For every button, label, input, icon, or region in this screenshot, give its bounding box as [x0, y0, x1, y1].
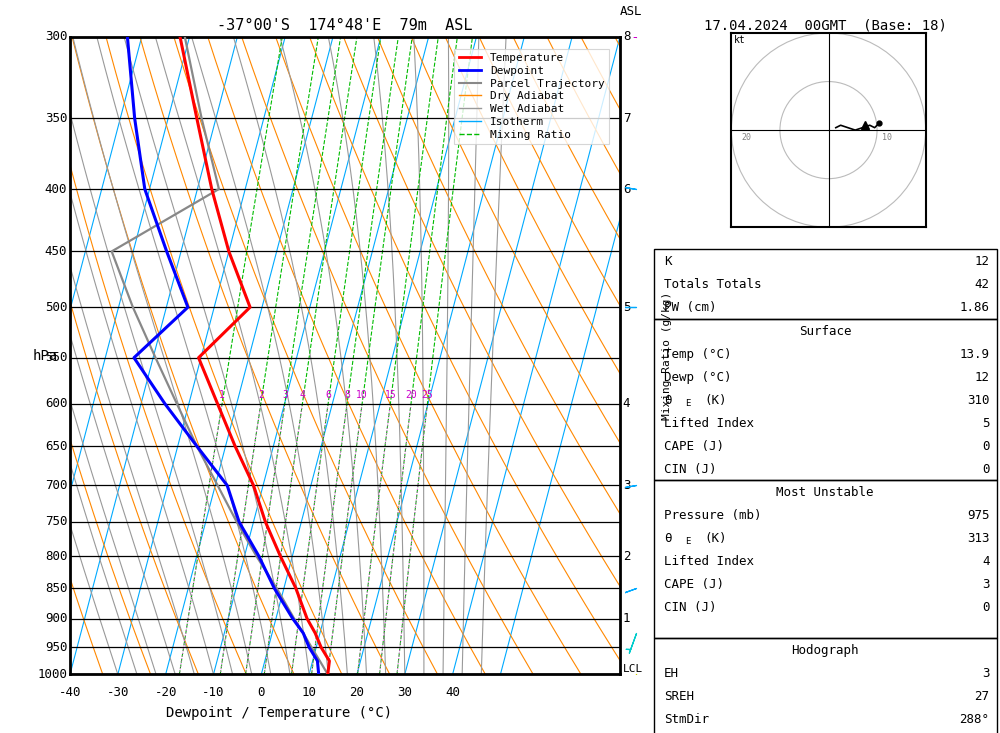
- Text: 313: 313: [967, 532, 990, 545]
- Text: 3: 3: [982, 667, 990, 679]
- Text: 1: 1: [219, 390, 225, 399]
- Text: Temp (°C): Temp (°C): [664, 348, 732, 361]
- Text: 450: 450: [45, 245, 67, 258]
- Text: 650: 650: [45, 440, 67, 453]
- Text: Dewpoint / Temperature (°C): Dewpoint / Temperature (°C): [166, 707, 392, 721]
- Text: 900: 900: [45, 612, 67, 625]
- Text: Lifted Index: Lifted Index: [664, 417, 754, 430]
- Text: Surface: Surface: [799, 325, 851, 338]
- Text: K: K: [664, 255, 672, 268]
- Text: 15: 15: [385, 390, 396, 399]
- Text: 0: 0: [982, 601, 990, 614]
- Text: 550: 550: [45, 351, 67, 364]
- Text: 0: 0: [982, 463, 990, 476]
- Text: 5: 5: [623, 301, 630, 314]
- Text: CIN (J): CIN (J): [664, 601, 716, 614]
- Text: StmDir: StmDir: [664, 712, 709, 726]
- Text: 42: 42: [974, 278, 990, 291]
- Text: 500: 500: [45, 301, 67, 314]
- Text: 20: 20: [349, 686, 364, 699]
- Text: 350: 350: [45, 112, 67, 125]
- Text: 25: 25: [422, 390, 433, 399]
- Text: 5: 5: [982, 417, 990, 430]
- Text: PW (cm): PW (cm): [664, 301, 716, 314]
- Text: θ: θ: [664, 532, 672, 545]
- Text: 400: 400: [45, 183, 67, 196]
- Text: 4: 4: [300, 390, 305, 399]
- Text: 288°: 288°: [960, 712, 990, 726]
- Text: hPa: hPa: [33, 348, 58, 363]
- Text: 10: 10: [302, 686, 317, 699]
- Text: 310: 310: [967, 394, 990, 407]
- Text: 17.04.2024  00GMT  (Base: 18): 17.04.2024 00GMT (Base: 18): [704, 18, 946, 32]
- Text: Lifted Index: Lifted Index: [664, 556, 754, 568]
- Legend: Temperature, Dewpoint, Parcel Trajectory, Dry Adiabat, Wet Adiabat, Isotherm, Mi: Temperature, Dewpoint, Parcel Trajectory…: [454, 48, 609, 144]
- Text: 1000: 1000: [37, 668, 67, 681]
- Text: 20: 20: [405, 390, 417, 399]
- Text: 13.9: 13.9: [960, 348, 990, 361]
- Text: 10: 10: [356, 390, 368, 399]
- Text: 3: 3: [982, 578, 990, 592]
- Text: (K): (K): [704, 532, 727, 545]
- Text: Mixing Ratio (g/kg): Mixing Ratio (g/kg): [662, 292, 672, 419]
- Text: EH: EH: [664, 667, 679, 679]
- Text: 0: 0: [982, 440, 990, 453]
- Bar: [654, 638, 996, 733]
- Text: 2: 2: [623, 550, 630, 563]
- Text: 6: 6: [325, 390, 331, 399]
- Text: 3: 3: [623, 479, 630, 492]
- Text: 27: 27: [974, 690, 990, 703]
- Text: CIN (J): CIN (J): [664, 463, 716, 476]
- Text: 750: 750: [45, 515, 67, 528]
- Text: 1.86: 1.86: [960, 301, 990, 314]
- Text: 700: 700: [45, 479, 67, 492]
- Text: -40: -40: [59, 686, 81, 699]
- Text: -30: -30: [107, 686, 129, 699]
- Text: SREH: SREH: [664, 690, 694, 703]
- Text: Hodograph: Hodograph: [791, 644, 859, 657]
- Text: -20: -20: [154, 686, 177, 699]
- Text: E: E: [685, 537, 690, 546]
- Text: 850: 850: [45, 582, 67, 594]
- Text: 800: 800: [45, 550, 67, 563]
- Text: 6: 6: [623, 183, 630, 196]
- Text: LCL: LCL: [623, 664, 643, 674]
- Bar: [654, 480, 996, 638]
- Text: 4: 4: [982, 556, 990, 568]
- Text: Most Unstable: Most Unstable: [776, 486, 874, 499]
- Text: E: E: [685, 399, 690, 408]
- Text: (K): (K): [704, 394, 727, 407]
- Text: 975: 975: [967, 509, 990, 522]
- Text: 7: 7: [623, 112, 630, 125]
- Text: 3: 3: [282, 390, 288, 399]
- Text: CAPE (J): CAPE (J): [664, 440, 724, 453]
- Text: 950: 950: [45, 641, 67, 654]
- Text: 1: 1: [623, 612, 630, 625]
- Text: 8: 8: [623, 30, 630, 43]
- Text: 600: 600: [45, 397, 67, 410]
- Text: 12: 12: [974, 371, 990, 384]
- Text: θ: θ: [664, 394, 672, 407]
- Text: 4: 4: [623, 397, 630, 410]
- Text: km
ASL: km ASL: [620, 0, 642, 18]
- Text: 40: 40: [445, 686, 460, 699]
- Text: 12: 12: [974, 255, 990, 268]
- Text: 2: 2: [258, 390, 264, 399]
- Text: CAPE (J): CAPE (J): [664, 578, 724, 592]
- Text: Pressure (mb): Pressure (mb): [664, 509, 762, 522]
- Text: 30: 30: [397, 686, 412, 699]
- Text: -10: -10: [202, 686, 225, 699]
- Bar: [654, 319, 996, 480]
- Bar: [654, 249, 996, 319]
- Text: Dewp (°C): Dewp (°C): [664, 371, 732, 384]
- Text: -37°00'S  174°48'E  79m  ASL: -37°00'S 174°48'E 79m ASL: [217, 18, 473, 34]
- Text: 300: 300: [45, 30, 67, 43]
- Text: 8: 8: [344, 390, 350, 399]
- Text: Totals Totals: Totals Totals: [664, 278, 762, 291]
- Text: 0: 0: [258, 686, 265, 699]
